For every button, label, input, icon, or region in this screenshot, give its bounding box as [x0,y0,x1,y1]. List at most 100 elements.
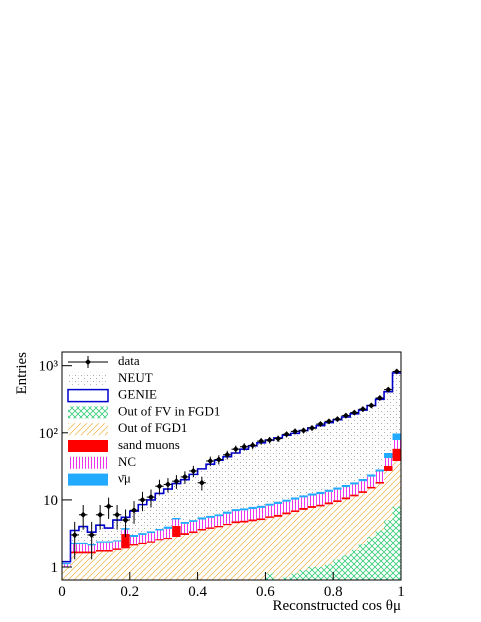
histogram-segment [256,441,266,506]
histogram-segment [350,496,359,550]
legend-item: data [68,353,140,368]
histogram-segment [146,542,156,580]
legend-label: Out of FGD1 [118,420,187,435]
histogram-segment [341,484,351,488]
data-point [78,504,88,530]
histogram-segment [121,548,130,580]
histogram-segment [384,470,393,521]
histogram-segment [239,508,249,511]
histogram-segment [265,516,274,518]
histogram-segment [375,483,385,531]
legend-swatch [85,359,91,365]
x-tick-label: 0.6 [256,584,275,600]
data-point [350,409,359,416]
data-point [206,456,215,467]
histogram-segment [367,474,376,477]
histogram-segment [104,541,113,543]
histogram-segment [78,544,88,552]
histogram-segment [375,469,385,472]
data-point [231,445,240,454]
histogram-segment [155,539,164,541]
histogram-segment [316,494,325,505]
histogram-segment [392,506,401,580]
data-point [265,436,274,444]
data-point [290,428,300,435]
histogram-segment [290,432,300,498]
histogram-segment [206,528,215,580]
histogram-segment [95,523,105,542]
histogram-segment [180,523,190,534]
legend-swatch [68,423,108,436]
histogram-segment [62,564,71,567]
histogram-segment [256,507,266,519]
data-point [375,395,385,402]
histogram-segment [104,526,113,542]
histogram-segment [299,430,308,496]
histogram-segment [189,473,198,521]
histogram-segment [95,549,105,552]
data-point [358,406,368,413]
histogram-segment [299,507,308,510]
histogram-segment [384,452,393,459]
histogram-segment [223,523,232,526]
histogram-segment [350,494,359,497]
data-point [367,402,376,409]
histogram-segment [138,542,147,545]
data-point [239,443,249,451]
histogram-segment [197,530,207,580]
data-point [95,504,105,530]
histogram-segment [341,416,351,485]
histogram-segment [87,553,96,580]
histogram-segment [248,519,257,522]
histogram-segment [78,528,88,543]
histogram-segment [214,514,224,517]
legend-item: Out of FV in FGD1 [68,403,220,419]
histogram-segment [180,534,190,580]
histogram-segment [367,488,376,537]
data-point [163,478,173,493]
histogram-segment [231,511,240,522]
legend-swatch [68,473,108,486]
histogram-segment [375,471,385,482]
histogram-segment [180,533,190,535]
data-point [146,489,156,508]
histogram-segment [265,505,274,517]
legend-label: Out of FV in FGD1 [118,403,220,418]
histogram-segment [223,511,232,514]
histogram-segment [172,517,181,520]
histogram-segment [189,531,198,534]
histogram-segment [231,451,240,510]
histogram-segment [256,520,266,580]
data-point [104,497,113,519]
data-point [129,501,139,524]
histogram-segment [78,553,88,580]
legend-swatch [68,456,108,469]
histogram-segment [290,573,300,580]
histogram-segment [231,509,240,512]
legend-label: NC [118,454,136,469]
histogram-segment [112,548,122,550]
histogram-segment [155,492,164,529]
histogram-segment [324,504,334,565]
histogram-segment [214,459,224,515]
histogram-segment [290,499,300,511]
histogram-segment [129,534,139,537]
histogram-segment [299,570,308,580]
histogram-segment [358,478,368,482]
histogram-segment [358,491,368,493]
data-point [112,504,122,530]
histogram-segment [282,514,291,578]
histogram-segment [358,544,368,580]
histogram-segment [333,559,342,580]
data-point [273,435,283,443]
x-tick-label: 0.8 [324,584,343,600]
histogram-segment [384,520,393,580]
histogram-segment [248,506,257,510]
histogram-segment [333,419,342,488]
histogram-segment [316,506,325,567]
data-point [189,465,198,478]
y-tick-label: 1 [51,560,59,576]
histogram-segment [206,515,215,518]
histogram-segment [172,519,181,526]
